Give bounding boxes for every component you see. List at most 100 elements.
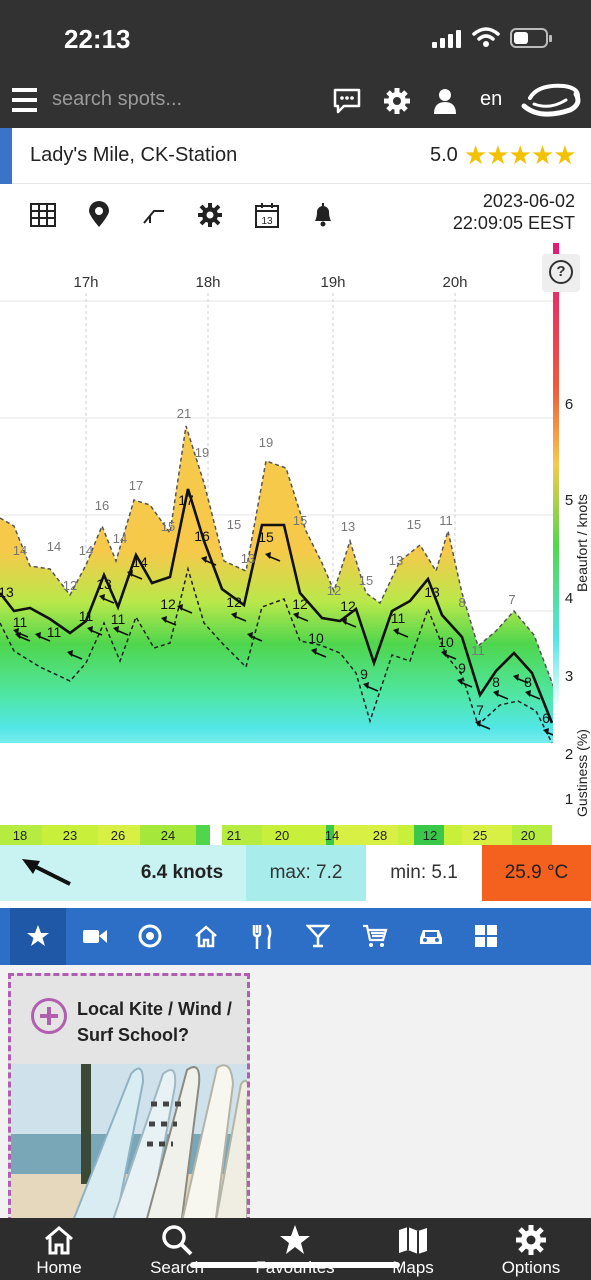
gust-label: 8 <box>458 595 465 610</box>
direction-arrow-head <box>177 604 183 611</box>
category-bar <box>0 908 591 965</box>
category-restaurants[interactable] <box>234 908 290 965</box>
mean-label: 9 <box>458 660 466 676</box>
help-button[interactable]: ? <box>542 254 580 292</box>
mean-label: 8 <box>524 674 532 690</box>
gust-label: 11 <box>439 513 453 528</box>
add-school-text[interactable]: Local Kite / Wind / Surf School? <box>77 999 232 1045</box>
chart-white-band <box>0 743 556 825</box>
gust-label: 15 <box>293 513 307 528</box>
question-icon: ? <box>549 260 573 284</box>
chat-icon[interactable] <box>332 86 362 116</box>
status-bar: 22:13 <box>0 0 591 76</box>
x-tick-label: 17h <box>73 274 98 291</box>
gustiness-cell <box>222 825 262 845</box>
direction-arrow-head <box>113 626 119 633</box>
language-selector[interactable]: en <box>480 88 503 110</box>
calendar-icon[interactable]: 13 <box>253 201 281 229</box>
direction-arrow-head <box>513 674 519 681</box>
status-time: 22:13 <box>64 24 131 54</box>
add-circle-icon[interactable] <box>31 998 67 1034</box>
direction-arrow-head <box>87 626 93 633</box>
mean-label: 11 <box>391 610 406 626</box>
direction-arrow-head <box>457 678 463 685</box>
direction-arrow-head <box>493 690 499 697</box>
nav-search-label: Search <box>150 1258 204 1277</box>
settings-icon[interactable] <box>196 201 224 229</box>
category-rental[interactable] <box>402 908 458 965</box>
category-favourites[interactable] <box>10 908 66 965</box>
gust-label: 14 <box>79 543 93 558</box>
svg-text:13: 13 <box>261 216 273 227</box>
spot-name[interactable]: Lady's Mile, CK-Station <box>30 144 238 166</box>
gustiness-cell <box>414 825 444 845</box>
gustiness-label: 18 <box>13 828 27 843</box>
gustiness-cell <box>326 825 334 845</box>
nav-favourites[interactable]: Favourites <box>236 1218 354 1280</box>
wind-speed: 6.4 knots <box>118 845 246 901</box>
nav-options[interactable]: Options <box>472 1218 590 1280</box>
direction-arrow-head <box>231 612 237 619</box>
nav-home[interactable]: Home <box>0 1218 118 1280</box>
beaufort-scale-bar <box>553 243 559 825</box>
beaufort-tick: 5 <box>565 492 573 509</box>
mean-label: 13 <box>96 576 112 592</box>
wind-barb-icon[interactable] <box>140 201 168 229</box>
direction-arrow-head <box>475 720 481 727</box>
category-accommodation[interactable] <box>178 908 234 965</box>
signal-icon <box>432 30 462 48</box>
gustiness-label: 12 <box>423 828 437 843</box>
direction-arrow-head <box>13 628 19 635</box>
wifi-icon <box>472 27 500 47</box>
spot-header[interactable]: Lady's Mile, CK-Station 5.0 ★★★★★ <box>0 128 591 184</box>
category-webcams[interactable] <box>66 908 122 965</box>
gustiness-cell <box>98 825 140 845</box>
category-spots[interactable] <box>122 908 178 965</box>
nav-search[interactable]: Search <box>118 1218 236 1280</box>
direction-arrow-head <box>363 682 369 689</box>
gustiness-axis-label: Gustiness (%) <box>574 729 590 817</box>
nav-maps[interactable]: Maps <box>354 1218 472 1280</box>
gustiness-cell <box>444 825 462 845</box>
mean-label: 13 <box>0 584 14 600</box>
map-pin-icon[interactable] <box>85 201 113 229</box>
direction-arrow-head <box>441 650 447 657</box>
mean-label: 13 <box>424 584 440 600</box>
wind-direction-arrow-icon <box>22 859 71 886</box>
bell-icon[interactable] <box>309 201 337 229</box>
gust-label: 19 <box>195 445 209 460</box>
mean-label: 14 <box>132 554 148 570</box>
category-more[interactable] <box>458 908 514 965</box>
search-icon <box>162 1225 193 1256</box>
wind-max: max: 7.2 <box>246 845 366 901</box>
direction-arrow-head <box>247 632 253 639</box>
star-icon <box>27 925 49 946</box>
menu-icon[interactable] <box>12 88 37 112</box>
gust-label: 14 <box>47 539 61 554</box>
mean-label: 12 <box>160 596 176 612</box>
gust-label: 12 <box>327 583 341 598</box>
table-icon[interactable] <box>29 201 57 229</box>
gust-label: 15 <box>227 517 241 532</box>
nav-favourites-label: Favourites <box>236 1258 354 1278</box>
gear-icon[interactable] <box>382 86 412 116</box>
gust-label: 13 <box>241 551 255 566</box>
rating-stars: ★★★★★ <box>464 140 577 170</box>
target-icon <box>138 924 162 948</box>
user-icon[interactable] <box>430 86 460 116</box>
direction-arrow-head <box>543 728 549 735</box>
beaufort-tick: 6 <box>565 396 573 413</box>
add-school-card[interactable]: Local Kite / Wind / Surf School? <box>8 973 250 1226</box>
search-input[interactable]: search spots... <box>52 88 183 110</box>
mean-label: 11 <box>47 624 62 640</box>
category-bars[interactable] <box>290 908 346 965</box>
map-icon <box>399 1227 427 1254</box>
direction-arrow-head <box>161 616 167 623</box>
gustiness-label: 26 <box>111 828 125 843</box>
mean-label: 8 <box>492 674 500 690</box>
logo-icon[interactable] <box>520 80 582 124</box>
gustiness-label: 14 <box>325 828 339 843</box>
mean-line <box>0 488 554 724</box>
category-shops[interactable] <box>346 908 402 965</box>
